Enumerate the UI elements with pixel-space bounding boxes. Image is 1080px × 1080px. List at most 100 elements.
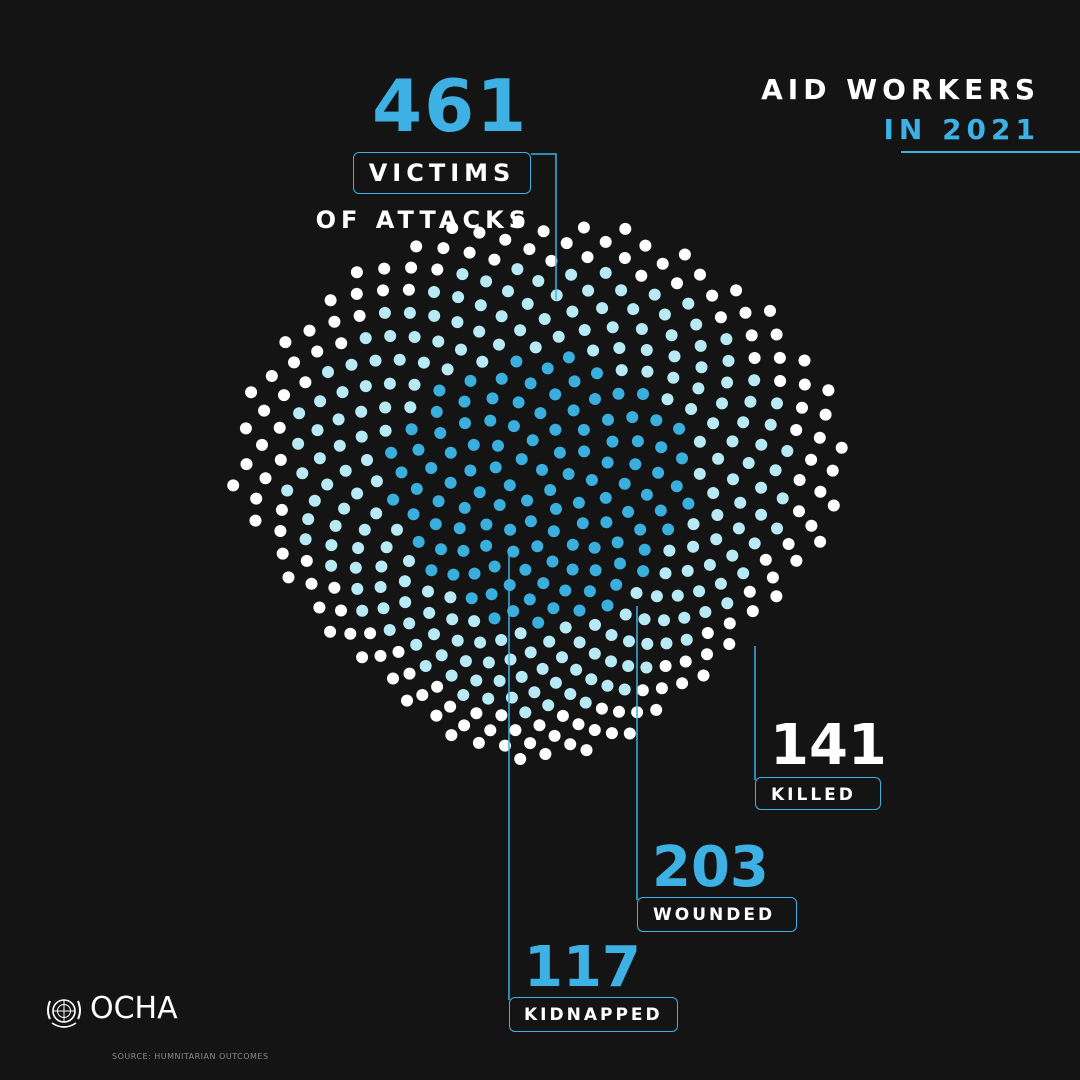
victim-dot-wounded [314,395,327,408]
victim-dot-wounded [529,341,542,354]
victim-dot-wounded [658,308,671,321]
victim-dot-kidnapped [577,423,590,436]
victim-dot-wounded [737,567,750,580]
victim-dot-killed [499,739,511,752]
victim-dot-wounded [359,380,372,393]
victim-dot-killed [240,458,253,471]
victim-dot-wounded [693,467,706,480]
victim-dot-killed [374,649,387,662]
victim-dot-killed [353,309,366,322]
victim-dot-killed [636,684,649,697]
victim-dot-wounded [542,699,555,712]
victim-dot-kidnapped [407,508,420,521]
victim-dot-killed [580,744,593,757]
victim-dot-wounded [521,297,534,310]
victim-dot-wounded [293,407,306,420]
victim-dot-kidnapped [447,568,460,581]
victim-dot-kidnapped [485,588,498,601]
victim-dot-kidnapped [433,384,446,397]
victim-dot-killed [303,324,316,337]
victim-dot-killed [472,736,485,749]
victim-dot-wounded [352,542,365,554]
headline-underline [901,151,1080,153]
victim-dot-kidnapped [562,351,575,364]
victim-dot-killed [798,378,811,391]
victim-dot-killed [344,627,357,640]
victim-dot-wounded [716,397,728,410]
victim-dot-killed [328,315,341,328]
victim-dot-kidnapped [612,387,625,400]
victim-dot-kidnapped [524,515,537,528]
victim-dot-kidnapped [550,502,562,515]
victim-dot-wounded [721,376,734,389]
victim-dot-wounded [403,617,416,630]
victim-dot-wounded [748,374,761,387]
victim-dot-kidnapped [387,493,400,506]
victim-dot-wounded [726,435,739,448]
victim-dot-kidnapped [562,468,575,480]
victim-dot-killed [387,672,399,685]
victim-dot-wounded [559,621,572,634]
victim-dot-wounded [671,589,684,602]
victim-dot-kidnapped [544,484,557,496]
victim-dot-kidnapped [503,479,516,492]
victim-dot-wounded [680,633,693,646]
victim-dot-wounded [459,655,472,668]
victim-dot-wounded [755,438,768,451]
victim-dot-killed [678,248,691,261]
victim-dot-killed [227,479,240,492]
victim-dot-wounded [404,401,417,414]
victim-dot-kidnapped [444,446,457,459]
victim-dot-wounded [668,350,681,363]
victim-dot-kidnapped [629,458,642,471]
victim-dot-kidnapped [637,565,650,578]
victim-dot-wounded [361,454,373,466]
victim-dot-kidnapped [650,414,663,427]
victim-dot-killed [706,289,719,302]
victim-dot-wounded [445,669,458,682]
victim-dot-wounded [776,492,789,505]
victim-dot-killed [274,453,287,466]
victim-dot-wounded [712,452,725,465]
killed-value: 141 [770,713,887,778]
victim-dot-wounded [722,354,735,367]
victim-dot-wounded [606,321,619,334]
source-note: SOURCE: HUMNITARIAN OUTCOMES [112,1052,269,1061]
victim-dot-killed [796,401,808,414]
victim-dot-wounded [771,397,783,410]
victim-dot-killed [278,389,290,402]
victim-dot-kidnapped [473,486,486,499]
victim-dot-killed [560,237,573,250]
victim-dot-wounded [383,624,396,636]
victim-dot-kidnapped [585,474,598,486]
victim-dot-wounded [391,523,403,536]
victim-dot-wounded [456,268,469,281]
victim-dot-killed [723,638,736,650]
victim-dot-killed [239,422,252,435]
victim-dot-wounded [605,655,617,668]
victim-dot-kidnapped [484,414,497,427]
victim-dot-wounded [622,660,635,672]
victim-dot-killed [305,577,318,590]
victim-dot-wounded [325,539,338,552]
victim-dot-kidnapped [589,564,602,577]
victim-dot-wounded [369,354,382,367]
victim-dot-wounded [428,628,440,641]
victim-dot-wounded [410,638,423,651]
ocha-logo-text: OCHA [90,991,178,1026]
victim-dot-wounded [359,332,372,345]
victim-dot-killed [605,727,618,740]
victim-dot-killed [488,253,501,266]
victim-dot-wounded [408,331,421,343]
victim-dot-wounded [493,338,505,351]
victim-dot-wounded [690,318,703,331]
victim-dot-wounded [552,330,565,343]
victim-dot-wounded [573,636,586,649]
victim-dot-wounded [370,507,383,520]
victim-dot-killed [656,257,669,270]
victim-dot-kidnapped [488,612,501,625]
total-label-box [353,152,531,194]
victim-dot-wounded [419,660,432,672]
